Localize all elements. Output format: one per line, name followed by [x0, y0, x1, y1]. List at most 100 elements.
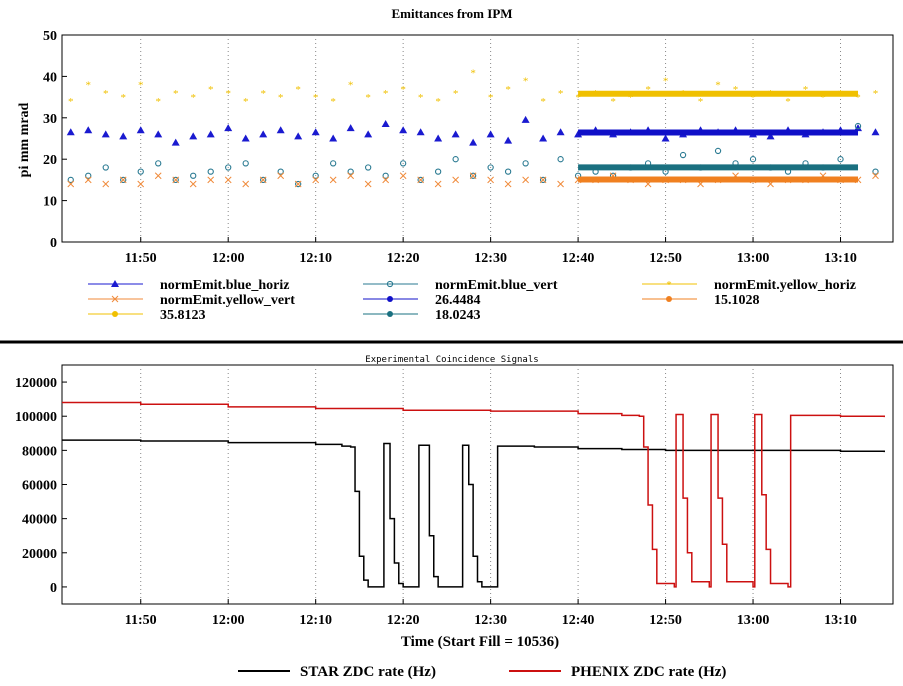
data-point	[190, 172, 197, 179]
data-point	[330, 160, 337, 167]
legend-item: 35.8123	[88, 308, 206, 323]
data-point	[171, 138, 180, 146]
data-point	[67, 176, 74, 184]
data-point	[469, 172, 477, 180]
y-tick-label: 40	[43, 70, 57, 85]
x-tick-label: 12:00	[212, 251, 245, 266]
data-point	[259, 176, 267, 184]
data-point: *	[330, 96, 336, 108]
x-tick-label: 13:10	[824, 251, 857, 266]
data-point	[557, 156, 564, 163]
data-point: *	[155, 96, 161, 108]
data-point	[469, 138, 478, 146]
data-point	[84, 176, 92, 184]
x-tick-label: 12:50	[649, 251, 682, 266]
data-point	[207, 176, 215, 184]
data-point: *	[733, 84, 739, 96]
data-point: *	[208, 84, 214, 96]
data-point	[661, 134, 670, 142]
x-tick-label: 12:20	[387, 613, 420, 628]
y-tick-label: 20	[43, 153, 57, 168]
data-point	[101, 130, 110, 138]
data-point: *	[558, 88, 564, 100]
data-point	[539, 176, 547, 184]
data-point	[189, 180, 197, 188]
emittance-plot-frame	[61, 34, 894, 243]
data-point	[837, 156, 844, 163]
legend-marker	[666, 296, 672, 302]
data-point: *	[505, 84, 511, 96]
data-point: *	[85, 80, 91, 92]
data-point	[364, 130, 373, 138]
legend-marker	[112, 311, 118, 317]
legend-label: PHENIX ZDC rate (Hz)	[571, 664, 726, 680]
legend-label: 15.1028	[714, 293, 760, 308]
data-point	[102, 164, 109, 171]
y-tick-label: 10	[43, 195, 57, 210]
y-tick-label: 60000	[22, 479, 57, 494]
data-point	[364, 180, 372, 188]
data-point	[120, 176, 127, 184]
data-point	[172, 176, 179, 184]
emittance-ylabel: pi mm mrad	[17, 102, 32, 177]
data-point	[312, 172, 319, 179]
y-tick-label: 120000	[15, 376, 57, 391]
data-point	[365, 164, 372, 171]
data-point	[155, 160, 162, 167]
data-point: *	[138, 80, 144, 92]
data-point	[486, 130, 495, 138]
data-point: *	[470, 67, 476, 79]
x-tick-label: 12:50	[649, 613, 682, 628]
data-point: *	[243, 96, 249, 108]
data-point: *	[225, 88, 231, 100]
data-point	[346, 124, 355, 132]
y-tick-label: 30	[43, 112, 57, 127]
data-point	[556, 128, 565, 136]
data-point	[872, 172, 879, 180]
legend-label: 18.0243	[435, 308, 481, 323]
data-point: *	[418, 92, 424, 104]
data-point	[277, 172, 285, 180]
data-point	[276, 126, 285, 134]
legend-label: 35.8123	[160, 308, 206, 323]
data-point: *	[820, 92, 826, 104]
data-point: *	[785, 96, 791, 108]
data-point	[242, 180, 250, 188]
data-point	[277, 168, 284, 175]
data-point	[242, 160, 249, 167]
data-point	[311, 128, 320, 136]
legend-label: normEmit.yellow_vert	[160, 293, 295, 308]
data-point	[295, 180, 302, 188]
legend-item: * normEmit.yellow_horiz	[642, 278, 856, 293]
data-point	[206, 130, 215, 138]
data-point: *	[435, 96, 441, 108]
legend-marker	[111, 295, 119, 303]
data-point	[872, 168, 879, 175]
data-point	[381, 120, 390, 128]
legend-item: 15.1028	[642, 293, 760, 308]
legend-marker: *	[666, 279, 672, 291]
data-point: *	[488, 92, 494, 104]
data-point	[136, 126, 145, 134]
data-point	[487, 176, 494, 184]
y-tick-label: 20000	[22, 547, 57, 562]
legend-item: normEmit.blue_horiz	[88, 278, 290, 293]
data-point	[399, 160, 407, 167]
x-tick-label: 12:10	[299, 613, 332, 628]
data-point	[347, 168, 354, 175]
emittance-title: Emittances from IPM	[391, 6, 512, 21]
data-point	[294, 180, 302, 188]
data-point	[416, 128, 425, 136]
data-point: *	[628, 92, 634, 104]
data-point	[66, 128, 75, 136]
x-tick-label: 13:00	[737, 251, 770, 266]
emittance-chart: Emittances from IPM pi mm mrad 0 10 20 30 40…	[17, 6, 894, 323]
data-point	[102, 180, 110, 188]
y-tick-label: 100000	[15, 410, 57, 425]
data-point	[329, 134, 338, 142]
data-point	[749, 156, 757, 163]
coincidence-xlabel: Time (Start Fill = 10536)	[401, 634, 559, 650]
x-tick-label: 12:20	[387, 251, 420, 266]
data-point: *	[803, 84, 809, 96]
